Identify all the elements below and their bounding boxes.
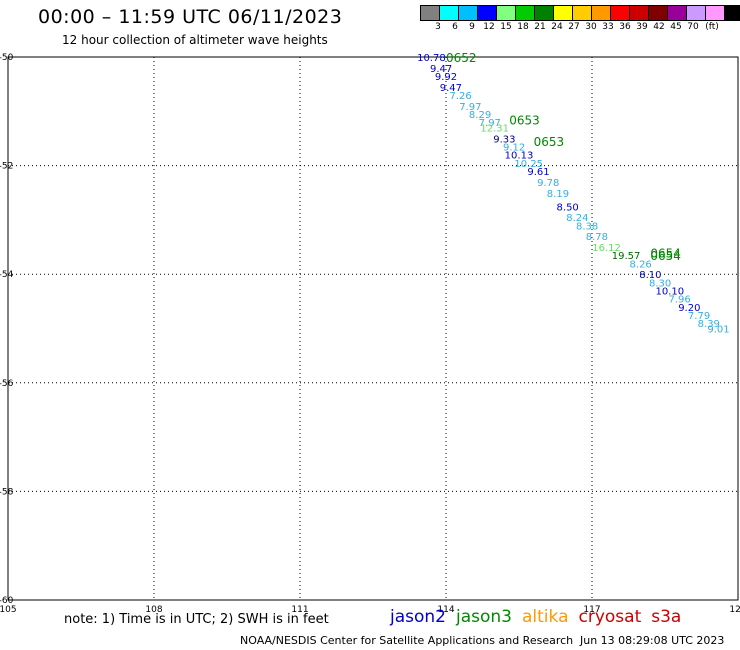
wave-height-point: 9.20 <box>678 303 700 314</box>
color-scale-label: 6 <box>452 22 458 32</box>
y-tick-label: -58 <box>0 487 14 497</box>
x-tick-label: 111 <box>291 605 308 615</box>
color-scale-label: 18 <box>517 22 529 32</box>
pass-time-label: 0652 <box>446 51 477 65</box>
color-scale-label: 15 <box>500 22 512 32</box>
color-scale-label: 21 <box>534 22 546 32</box>
wave-height-point: 19.57 <box>612 251 641 262</box>
color-swatch <box>724 5 740 21</box>
x-tick-label: 108 <box>145 605 162 615</box>
color-scale-label: 45 <box>670 22 682 32</box>
wave-height-point: 8.39 <box>698 319 720 330</box>
wave-height-point: 8.50 <box>557 202 579 213</box>
y-tick-label: -56 <box>0 379 14 389</box>
x-tick-label: 114 <box>437 605 454 615</box>
wave-height-point: 9.33 <box>493 134 515 145</box>
pass-time-label: 0653 <box>509 113 540 127</box>
wave-height-point: 9.92 <box>435 72 457 83</box>
wave-height-point: 7.26 <box>449 91 471 102</box>
x-tick-label: 105 <box>0 605 17 615</box>
wave-height-point: 9.61 <box>527 167 549 178</box>
wave-height-point: 9.01 <box>707 325 729 336</box>
satellite-legend-item: jason3 <box>456 607 512 627</box>
wave-height-point: 12.31 <box>480 124 509 135</box>
page-title: 00:00 – 11:59 UTC 06/11/2023 <box>38 6 343 28</box>
wave-height-point: 7.79 <box>688 311 710 322</box>
wave-height-point: 8.24 <box>566 213 588 224</box>
color-scale-label: 24 <box>551 22 563 32</box>
wave-height-point: 8.38 <box>576 221 598 232</box>
satellite-legend-item: altika <box>522 607 569 627</box>
wave-height-point: 10.78 <box>417 53 446 64</box>
wave-height-point: 9.78 <box>537 178 559 189</box>
wave-height-point: 7.96 <box>668 295 690 306</box>
pass-time-label: 0654 <box>650 249 681 263</box>
point-layer: 10.789.479.929.477.267.978.297.9712.319.… <box>417 53 730 336</box>
color-scale-label: 27 <box>568 22 580 32</box>
wave-height-point: 7.97 <box>479 118 501 129</box>
color-scale-unit: (ft) <box>705 22 719 32</box>
wave-height-point: 9.12 <box>503 143 525 154</box>
y-tick-label: -60 <box>0 596 14 606</box>
pass-time-label: 0654 <box>650 246 681 260</box>
wave-height-point: 8.10 <box>639 270 661 281</box>
wave-height-point: 16.12 <box>592 243 621 254</box>
wave-height-point: 10.10 <box>656 286 685 297</box>
y-tick-label: -50 <box>0 53 14 63</box>
wave-height-point: 9.47 <box>440 83 462 94</box>
color-scale-label: 30 <box>585 22 597 32</box>
credit-text: NOAA/NESDIS Center for Satellite Applica… <box>240 634 574 647</box>
color-scale-label: 3 <box>435 22 441 32</box>
color-scale-label: 33 <box>602 22 614 32</box>
wave-height-point: 10.25 <box>514 159 543 170</box>
x-tick-label: 117 <box>583 605 600 615</box>
color-scale-label: 70 <box>687 22 699 32</box>
color-scale-label: 12 <box>483 22 495 32</box>
footer-note: note: 1) Time is in UTC; 2) SWH is in fe… <box>64 612 329 627</box>
axis-layer: 105 108 111 114 117 120 -50 -52 -54 -56 -58 -60 <box>0 53 740 615</box>
timestamp-text: Jun 13 08:29:08 UTC 2023 <box>580 634 725 647</box>
wave-height-point: 8.30 <box>649 278 671 289</box>
color-scale-label: 9 <box>469 22 475 32</box>
satellite-legend-item: cryosat <box>578 607 642 627</box>
color-scale-label: 36 <box>619 22 631 32</box>
plot-frame <box>7 56 739 601</box>
satellite-legend-item: jason2 <box>390 607 446 627</box>
y-tick-label: -54 <box>0 270 14 280</box>
satellite-legend-item: s3a <box>651 607 682 627</box>
grid-layer <box>7 56 739 601</box>
wave-height-point: 8.78 <box>586 232 608 243</box>
wave-height-point: 10.13 <box>505 151 534 162</box>
x-tick-label: 120 <box>729 605 740 615</box>
y-tick-label: -52 <box>0 162 13 172</box>
wave-height-point: 9.47 <box>430 64 452 75</box>
color-scale-label: 42 <box>653 22 665 32</box>
pass-time-label: 0653 <box>534 135 565 149</box>
page-subtitle: 12 hour collection of altimeter wave hei… <box>62 33 328 47</box>
satellite-legend: jason2 jason3 altika cryosat s3a <box>390 607 691 627</box>
wave-height-point: 8.19 <box>547 189 569 200</box>
color-scale-label: 39 <box>636 22 648 32</box>
color-scale-labels: 3 6 9 12 15 18 21 24 27 30 33 36 39 42 45 70 (ft) <box>420 22 740 34</box>
wave-height-point: 8.26 <box>630 259 652 270</box>
color-scale-legend <box>420 5 740 21</box>
wave-height-point: 8.29 <box>469 110 491 121</box>
wave-height-point: 7.97 <box>459 102 481 113</box>
